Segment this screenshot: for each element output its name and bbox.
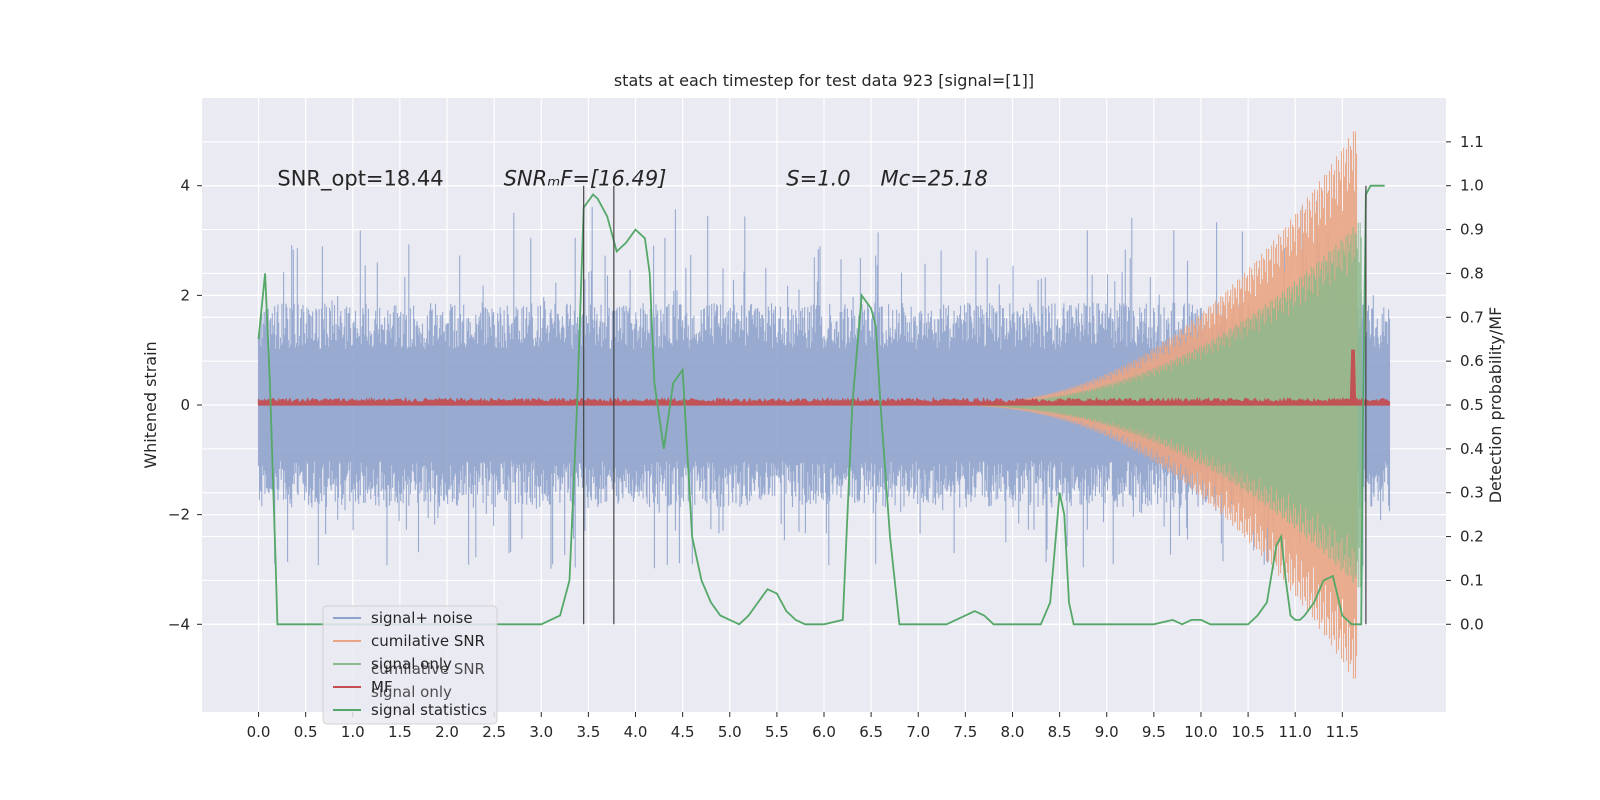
x-tick-label: 7.0: [906, 723, 930, 741]
x-tick-label: 0.5: [294, 723, 318, 741]
x-tick-label: 11.0: [1279, 723, 1312, 741]
y-tick-label: 2: [180, 286, 190, 304]
annotation-mc: Mᴄ=25.18: [881, 167, 988, 191]
x-tick-label: 3.5: [576, 723, 600, 741]
x-tick-label: 9.5: [1142, 723, 1166, 741]
y-tick-label: 4: [180, 177, 190, 195]
y-right-tick-label: 0.0: [1460, 615, 1484, 633]
y-right-tick-label: 0.9: [1460, 221, 1484, 239]
vertical-markers: [583, 185, 1367, 625]
legend-label: signal statistics: [371, 701, 487, 719]
series-mf: [257, 349, 1391, 406]
x-tick-label: 6.5: [859, 723, 883, 741]
y-right-tick-label: 0.5: [1460, 396, 1484, 414]
legend-label: MF: [371, 678, 393, 696]
annotations: SNR_opt=18.44 SNRₘF=[16.49] S=1.0 Mᴄ=25.18: [277, 167, 988, 192]
y-right-tick-label: 1.1: [1460, 133, 1484, 151]
y-right-tick-label: 0.6: [1460, 352, 1484, 370]
annotation-s: S=1.0: [786, 167, 850, 191]
y-axis-right-label: Detection probability/MF: [1486, 307, 1505, 504]
y-axis-label: Whitened strain: [141, 341, 160, 468]
series-layer: [257, 131, 1391, 679]
x-tick-label: 4.5: [671, 723, 695, 741]
axes: 0.0 0.5 1.0 1.5 2.0 2.5 3.0 3.5 4.0 4.5 5.0 5.5 6.0 6…: [168, 133, 1484, 741]
legend-label: signal only: [371, 655, 452, 673]
x-tick-label: 6.0: [812, 723, 836, 741]
y-right-tick-label: 1.0: [1460, 177, 1484, 195]
y-tick-label: −2: [168, 506, 190, 524]
x-tick-label: 0.0: [247, 723, 271, 741]
x-tick-label: 1.5: [388, 723, 412, 741]
x-tick-label: 2.0: [435, 723, 459, 741]
series-signal-statistics: [257, 184, 1385, 626]
y-right-tick-label: 0.2: [1460, 528, 1484, 546]
x-tick-label: 3.0: [529, 723, 553, 741]
legend-ghost-label: signal only: [371, 683, 452, 701]
x-tick-label: 9.0: [1095, 723, 1119, 741]
annotation-snr-opt: SNR_opt=18.44: [277, 167, 443, 192]
x-tick-label: 11.5: [1326, 723, 1359, 741]
legend-label: cumilative SNR: [371, 632, 485, 650]
x-tick-label: 7.5: [953, 723, 977, 741]
annotation-snr-mf: SNRₘF=[16.49]: [504, 167, 667, 191]
x-tick-label: 2.5: [482, 723, 506, 741]
y-right-tick-label: 0.8: [1460, 264, 1484, 282]
legend-frame: [322, 605, 498, 725]
x-tick-label: 10.0: [1184, 723, 1217, 741]
y-right-tick-label: 0.3: [1460, 484, 1484, 502]
x-tick-label: 8.0: [1001, 723, 1025, 741]
y-right-tick-label: 0.7: [1460, 308, 1484, 326]
x-tick-label: 5.5: [765, 723, 789, 741]
chart-title: stats at each timestep for test data 923…: [614, 71, 1034, 90]
x-tick-label: 10.5: [1231, 723, 1264, 741]
y-tick-label: 0: [180, 396, 190, 414]
legend-label: signal+ noise: [371, 609, 473, 627]
x-tick-label: 5.0: [718, 723, 742, 741]
y-tick-label: −4: [168, 615, 190, 633]
x-tick-label: 1.0: [341, 723, 365, 741]
x-tick-label: 8.5: [1048, 723, 1072, 741]
legend-ghost-label: cumilative SNR: [371, 660, 485, 678]
y-right-tick-label: 0.1: [1460, 571, 1484, 589]
y-right-tick-label: 0.4: [1460, 440, 1484, 458]
x-tick-label: 4.0: [624, 723, 648, 741]
